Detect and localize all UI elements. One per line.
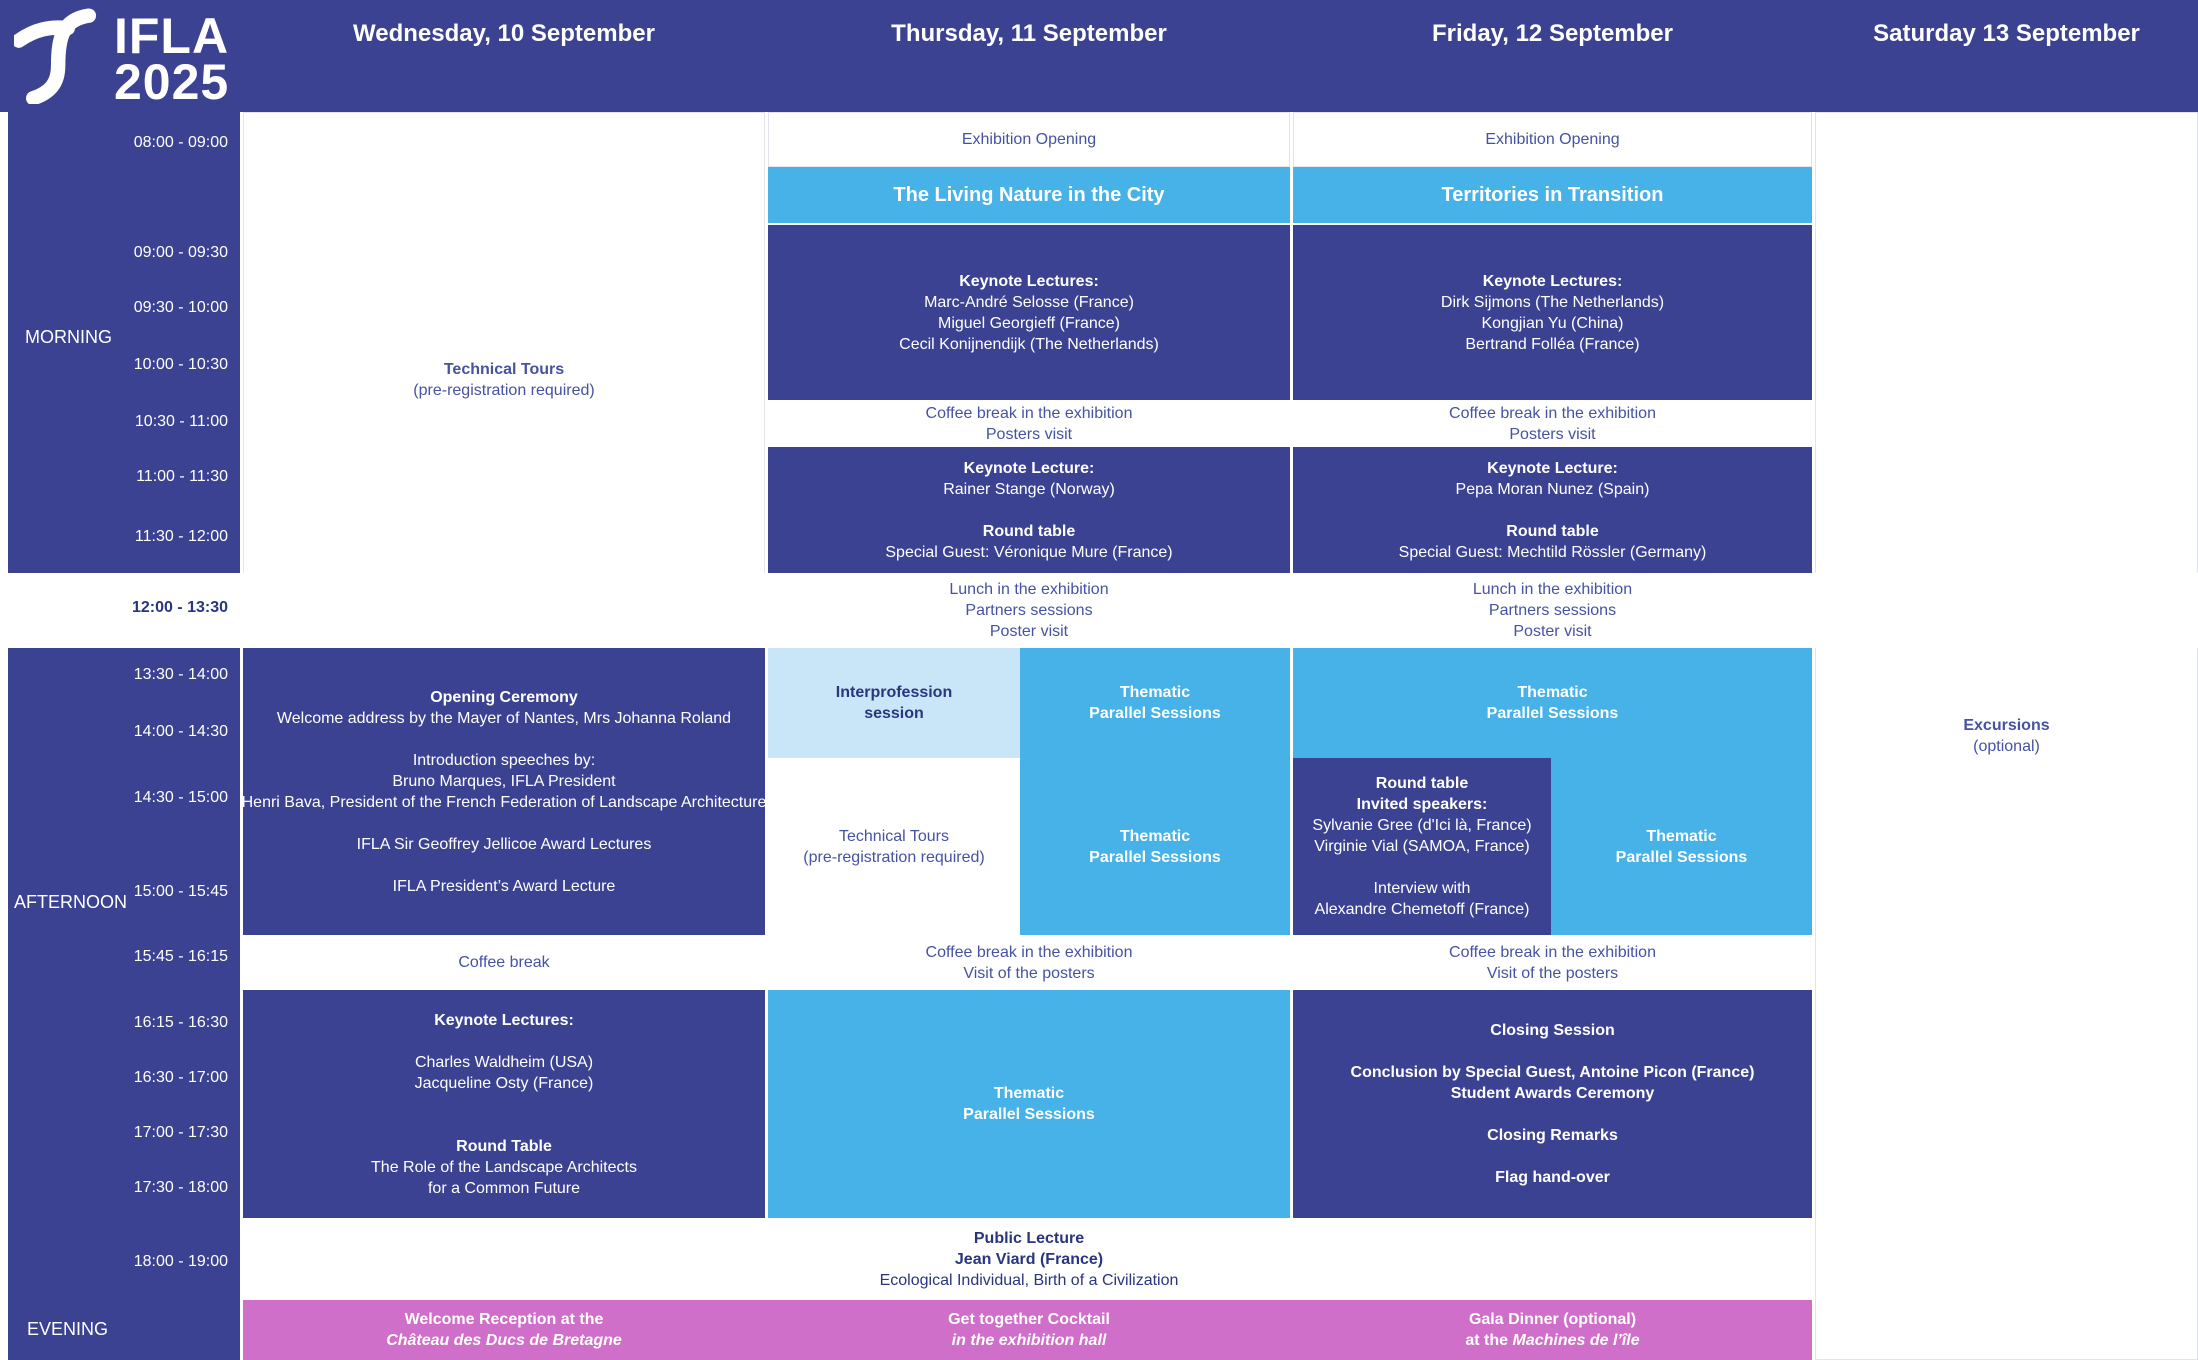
day-header-wednesday: Wednesday, 10 September [353, 20, 655, 47]
time-slot: 16:15 - 16:30 [133, 1014, 228, 1031]
time-slot: 11:30 - 12:00 [134, 528, 228, 545]
cell-fri-theme-band: Territories in Transition [1293, 167, 1812, 223]
time-slot: 09:00 - 09:30 [133, 244, 228, 261]
cell-fri-exhibition-opening: Exhibition Opening [1293, 112, 1812, 167]
thu-thematic-lower: Thematic Parallel Sessions [1089, 827, 1221, 866]
cell-fri-keynote-roundtable: Keynote Lecture: Pepa Moran Nunez (Spain)… [1293, 447, 1812, 573]
cell-thu-thematic-sessions-right: Thematic Parallel Sessions Thematic Parall… [1020, 648, 1290, 935]
cell-thu-exhibition-opening: Exhibition Opening [768, 112, 1290, 167]
time-column: MORNING AFTERNOON EVENING 08:00 - 09:00 … [8, 112, 240, 1360]
cell-wed-opening-ceremony: Opening Ceremony Welcome address by the M… [242, 648, 766, 935]
cell-thu-coffee-morning: Coffee break in the exhibition Posters vi… [768, 400, 1290, 447]
header-band: IFLA 2025 Wednesday, 10 September Thursd… [0, 0, 2198, 112]
cell-fri-thematic-sessions-top: Thematic Parallel Sessions [1293, 648, 1812, 758]
cell-thu-thematic-sessions-late: Thematic Parallel Sessions [768, 990, 1290, 1218]
cell-fri-coffee-afternoon: Coffee break in the exhibition Visit of t… [1293, 935, 1812, 990]
cell-sat-excursions: Excursions (optional) [1815, 112, 2198, 1360]
cell-thu-theme-band: The Living Nature in the City [768, 167, 1290, 223]
thu-lunch-text: Lunch in the exhibition Partners sessions… [949, 581, 1109, 640]
fri-evening-gala-dinner: Gala Dinner (optional) at the Machines de… [1465, 1311, 1640, 1349]
time-slot: 09:30 - 10:00 [133, 299, 228, 316]
public-lecture-band: Public Lecture Jean Viard (France) Ecologi… [243, 1218, 1812, 1300]
day-header-saturday: Saturday 13 September [1873, 20, 2140, 47]
time-slot: 17:30 - 18:00 [133, 1179, 228, 1196]
time-slot: 13:30 - 14:00 [133, 666, 228, 683]
cell-thu-keynote-roundtable: Keynote Lecture: Rainer Stange (Norway) R… [768, 447, 1290, 573]
thu-theme-title: The Living Nature in the City [893, 183, 1165, 206]
time-slot-lunch: 12:00 - 13:30 [131, 599, 228, 616]
time-slot: 14:00 - 14:30 [133, 723, 228, 740]
cell-thu-interprofession-session: Interprofession session [768, 648, 1020, 758]
thu-thematic-upper: Thematic Parallel Sessions [1089, 684, 1221, 722]
time-slot: 14:30 - 15:00 [133, 789, 228, 806]
day-header-friday: Friday, 12 September [1432, 20, 1673, 47]
time-slot: 10:30 - 11:00 [134, 413, 228, 430]
cell-fri-roundtable-speakers: Round table Invited speakers: Sylvanie Gre… [1293, 758, 1551, 935]
time-slot: 10:00 - 10:30 [133, 356, 228, 373]
cell-fri-thematic-sessions-bottom: Thematic Parallel Sessions [1551, 758, 1812, 935]
cell-fri-coffee-morning: Coffee break in the exhibition Posters vi… [1293, 400, 1812, 447]
cell-fri-keynote-lectures: Keynote Lectures: Dirk Sijmons (The Nethe… [1293, 225, 1812, 400]
ifla-2025-logo: IFLA 2025 [11, 7, 230, 110]
time-slot: 16:30 - 17:00 [133, 1069, 228, 1086]
time-slot: 17:00 - 17:30 [133, 1124, 228, 1141]
time-slot: 15:00 - 15:45 [133, 883, 228, 900]
logo-line-top: IFLA [114, 7, 230, 64]
cell-thu-keynote-lectures: Keynote Lectures: Marc-André Selosse (Fra… [768, 225, 1290, 400]
cell-thu-technical-tours: Technical Tours (pre-registration require… [768, 758, 1020, 935]
cell-wed-keynotes-roundtable: Keynote Lectures: Charles Waldheim (USA)… [243, 990, 765, 1218]
time-slot: 11:00 - 11:30 [136, 468, 228, 485]
cell-wed-technical-tours: Technical Tours (pre-registration require… [243, 112, 765, 648]
section-label-morning: MORNING [25, 327, 112, 347]
time-slot: 15:45 - 16:15 [133, 948, 228, 965]
evening-band: Welcome Reception at the Château des Ducs… [243, 1300, 1812, 1360]
lunch-band: 12:00 - 13:30 Lunch in the exhibition Par… [0, 573, 2198, 648]
section-label-evening: EVENING [27, 1319, 109, 1339]
section-label-afternoon: AFTERNOON [14, 892, 128, 912]
cell-wed-coffee-break: Coffee break [243, 935, 765, 990]
logo-line-bottom: 2025 [114, 53, 230, 110]
thu-evening-cocktail: Get together Cocktail in the exhibition h… [948, 1311, 1110, 1349]
cell-fri-closing-session: Closing Session Conclusion by Special Gu… [1293, 990, 1812, 1218]
fri-theme-title: Territories in Transition [1441, 183, 1664, 206]
public-lecture-text: Public Lecture Jean Viard (France) Ecologi… [879, 1229, 1179, 1289]
fri-lunch-text: Lunch in the exhibition Partners sessions… [1472, 581, 1633, 640]
wed-evening-reception: Welcome Reception at the Château des Ducs… [386, 1311, 622, 1349]
day-header-thursday: Thursday, 11 September [891, 20, 1167, 47]
cell-thu-coffee-afternoon: Coffee break in the exhibition Visit of t… [768, 935, 1290, 990]
ifla-logo-swoosh-icon [11, 8, 110, 109]
time-slot: 08:00 - 09:00 [133, 134, 228, 151]
time-slot: 18:00 - 19:00 [133, 1253, 228, 1270]
logo-text: IFLA 2025 [114, 7, 230, 110]
